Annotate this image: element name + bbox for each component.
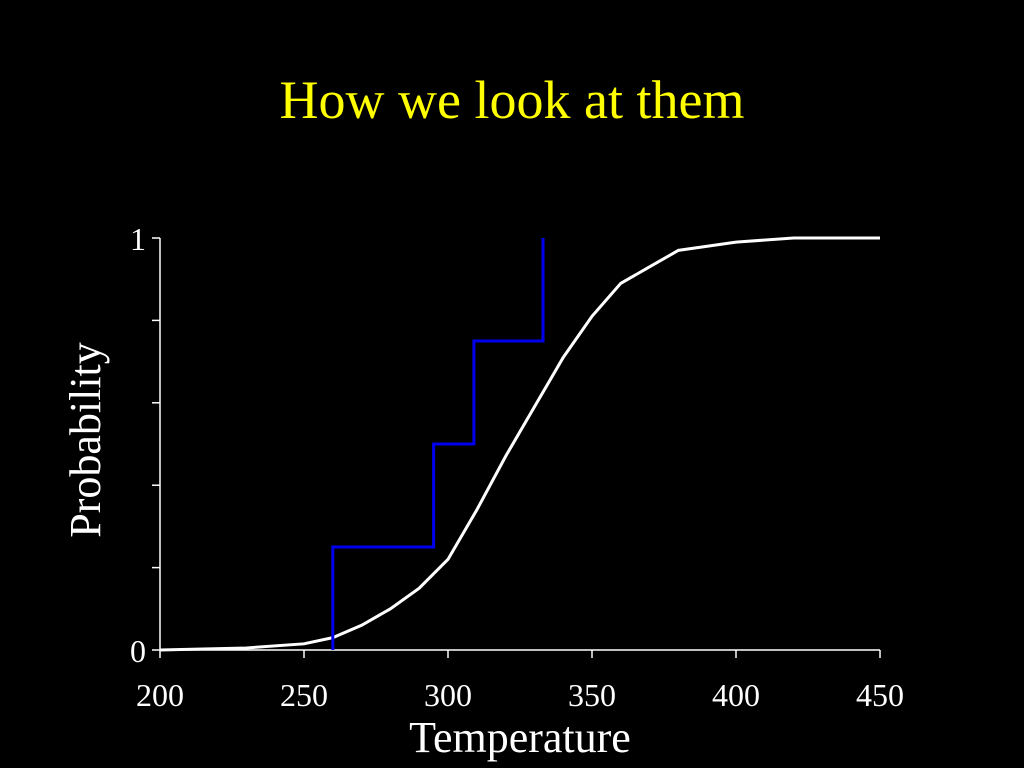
x-axis-label: Temperature (409, 713, 631, 762)
y-tick-label: 1 (130, 221, 146, 257)
x-tick-label: 400 (712, 677, 760, 713)
x-tick-label: 450 (856, 677, 904, 713)
y-axis-label: Probability (61, 342, 110, 538)
x-tick-label: 200 (136, 677, 184, 713)
data-line (331, 238, 545, 650)
slide-title: How we look at them (280, 70, 745, 130)
x-tick-label: 350 (568, 677, 616, 713)
data-line (159, 236, 880, 652)
x-tick-label: 300 (424, 677, 472, 713)
y-tick-label: 0 (130, 633, 146, 669)
x-tick-label: 250 (280, 677, 328, 713)
